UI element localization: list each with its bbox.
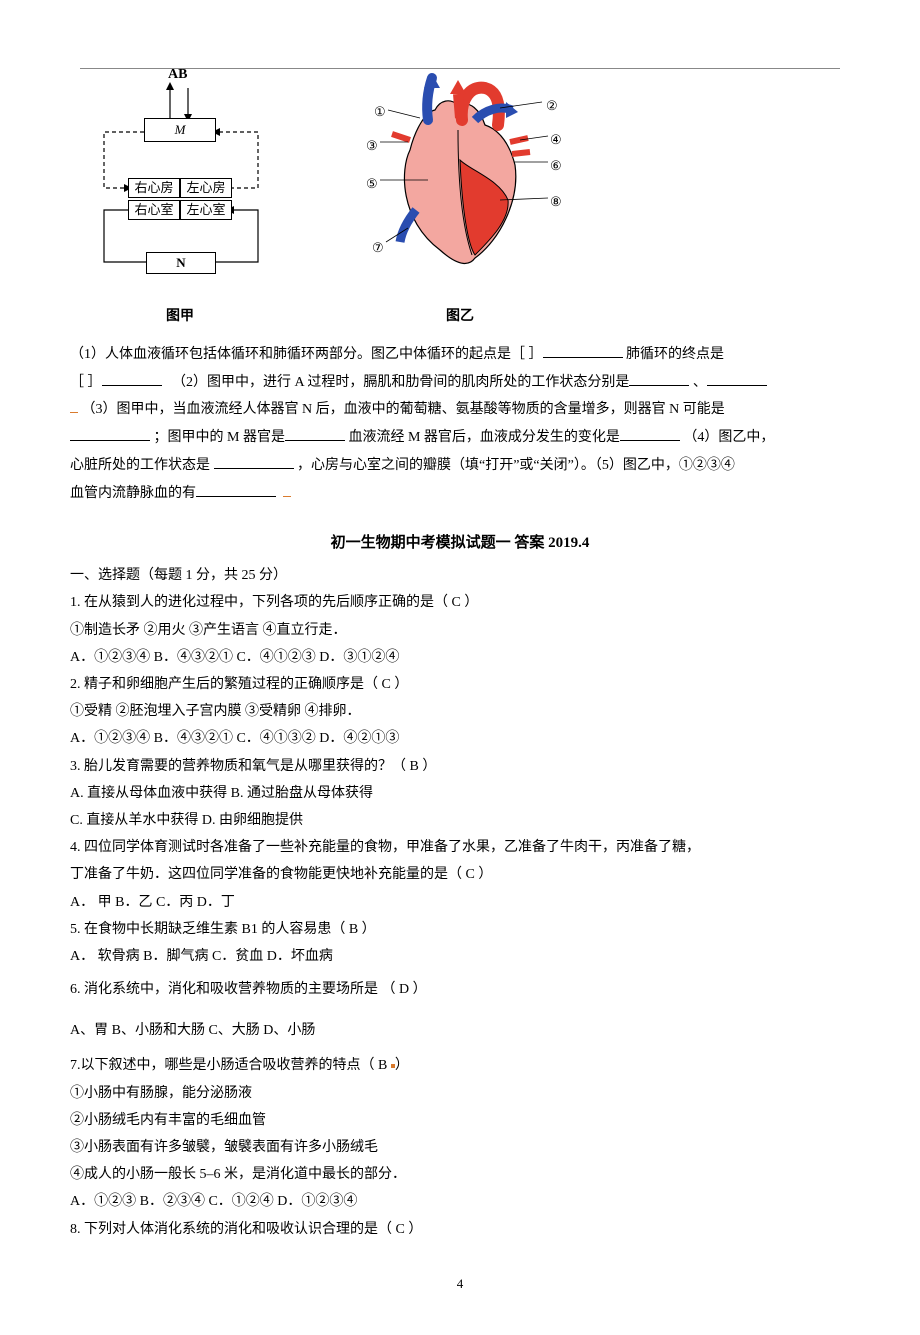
q1-l4b: 血液流经 M 器官后，血液成分发生的变化是 [348, 430, 619, 445]
box-la: 左心房 [180, 178, 232, 198]
diagram-b: ① ③ ⑤ ⑦ ② ④ ⑥ ⑧ [350, 70, 570, 300]
q4-stem2: 丁准备了牛奶．这四位同学准备的食物能更快地补充能量的是（ C ） [70, 862, 850, 887]
accent-mark [283, 496, 291, 497]
q1-line6: 血管内流静脉血的有 [70, 480, 850, 506]
q1-l6a: 血管内流静脉血的有 [70, 486, 196, 501]
q8-stem: 8. 下列对人体消化系统的消化和吸收认识合理的是（ C ） [70, 1217, 850, 1242]
q1-l4c: （4）图乙中， [683, 430, 774, 445]
q1-stem: 1. 在从猿到人的进化过程中，下列各项的先后顺序正确的是（ C ） [70, 590, 850, 615]
q1-sub: ①制造长矛 ②用火 ③产生语言 ④直立行走． [70, 618, 850, 643]
blank [629, 369, 689, 386]
heart-label-3: ③ [366, 134, 378, 157]
q2-opts: A．①②③④ B．④③②① C．④①③② D．④②①③ [70, 726, 850, 751]
diagram-a: AB M 右心房 左心房 右心室 左心室 N [70, 60, 290, 300]
q5-opts: A． 软骨病 B．脚气病 C．贫血 D．坏血病 [70, 944, 850, 969]
box-lv: 左心室 [180, 200, 232, 220]
q1-l5b: ，心房与心室之间的瓣膜（填“打开”或“关闭”）。（5）图乙中，①②③④ [297, 458, 735, 473]
blank [620, 424, 680, 441]
blank [196, 480, 276, 497]
q7-stem: 7.以下叙述中，哪些是小肠适合吸收营养的特点（ B ） [70, 1053, 850, 1078]
q1-line2: ［ ］ （2）图甲中，进行 A 过程时，膈肌和肋骨间的肌肉所处的工作状态分别是 … [70, 369, 850, 395]
q7-stem-tail: ） [395, 1058, 409, 1073]
q1-l2b: （2）图甲中，进行 A 过程时，膈肌和肋骨间的肌肉所处的工作状态分别是 [172, 375, 629, 390]
q7-sub1: ①小肠中有肠腺，能分泌肠液 [70, 1081, 850, 1106]
answer-title: 初一生物期中考模拟试题一 答案 2019.4 [70, 530, 850, 557]
q1-l1b: 肺循环的终点是 [626, 347, 724, 362]
q1-l3a: （3）图甲中，当血液流经人体器官 N 后，血液中的葡萄糖、氨基酸等物质的含量增多… [82, 402, 725, 417]
label-ab: AB [168, 62, 187, 87]
q2-sub: ①受精 ②胚泡埋入子宫内膜 ③受精卵 ④排卵． [70, 699, 850, 724]
heart-label-1: ① [374, 100, 386, 123]
q1-opts: A．①②③④ B．④③②① C．④①②③ D．③①②④ [70, 645, 850, 670]
q7-sub2: ②小肠绒毛内有丰富的毛细血管 [70, 1108, 850, 1133]
q4-opts: A． 甲 B．乙 C．丙 D．丁 [70, 890, 850, 915]
heart-label-7: ⑦ [372, 236, 384, 259]
q1-l5a: 心脏所处的工作状态是 [70, 458, 214, 473]
q1-line1: （1）人体血液循环包括体循环和肺循环两部分。图乙中体循环的起点是［ ］ 肺循环的… [70, 341, 850, 367]
q1-l2a: ［ ］ [70, 375, 102, 390]
accent-mark [70, 412, 78, 413]
box-rv: 右心室 [128, 200, 180, 220]
q1-line3: （3）图甲中，当血液流经人体器官 N 后，血液中的葡萄糖、氨基酸等物质的含量增多… [70, 397, 850, 422]
page-number: 4 [70, 1272, 850, 1295]
q7-sub4: ④成人的小肠一般长 5–6 米，是消化道中最长的部分． [70, 1162, 850, 1187]
q1-line5: 心脏所处的工作状态是 ，心房与心室之间的瓣膜（填“打开”或“关闭”）。（5）图乙… [70, 452, 850, 478]
blank [543, 341, 623, 358]
q7-opts: A．①②③ B．②③④ C．①②④ D．①②③④ [70, 1189, 850, 1214]
caption-a: 图甲 [70, 304, 290, 329]
heart-label-5: ⑤ [366, 172, 378, 195]
q7-sub3: ③小肠表面有许多皱襞，皱襞表面有许多小肠绒毛 [70, 1135, 850, 1160]
q3-opts2: C. 直接从羊水中获得 D. 由卵细胞提供 [70, 808, 850, 833]
box-ra: 右心房 [128, 178, 180, 198]
blank [285, 424, 345, 441]
heart-label-8: ⑧ [550, 190, 562, 213]
blank [214, 452, 294, 469]
q1-l1a: （1）人体血液循环包括体循环和肺循环两部分。图乙中体循环的起点是［ ］ [70, 347, 543, 362]
spacer [70, 1004, 850, 1018]
caption-b: 图乙 [350, 304, 570, 329]
heart-label-4: ④ [550, 128, 562, 151]
q2-stem: 2. 精子和卵细胞产生后的繁殖过程的正确顺序是（ C ） [70, 672, 850, 697]
q3-opts1: A. 直接从母体血液中获得 B. 通过胎盘从母体获得 [70, 781, 850, 806]
figures-row: AB M 右心房 左心房 右心室 左心室 N 图甲 [70, 60, 850, 329]
box-m: M [144, 118, 216, 142]
q3-stem: 3. 胎儿发育需要的营养物质和氧气是从哪里获得的？（ B ） [70, 754, 850, 779]
q6-opts: A、胃 B、小肠和大肠 C、大肠 D、小肠 [70, 1018, 850, 1043]
blank [102, 369, 162, 386]
q4-stem: 4. 四位同学体育测试时各准备了一些补充能量的食物，甲准备了水果，乙准备了牛肉干… [70, 835, 850, 860]
blank [707, 369, 767, 386]
heart-label-6: ⑥ [550, 154, 562, 177]
q1-l2c: 、 [693, 375, 707, 390]
q5-stem: 5. 在食物中长期缺乏维生素 B1 的人容易患（ B ） [70, 917, 850, 942]
figure-a: AB M 右心房 左心房 右心室 左心室 N 图甲 [70, 60, 290, 329]
q1-l4a: ；图甲中的 M 器官是 [154, 430, 285, 445]
figure-b: ① ③ ⑤ ⑦ ② ④ ⑥ ⑧ 图乙 [350, 70, 570, 329]
q6-stem: 6. 消化系统中，消化和吸收营养物质的主要场所是 （ D ） [70, 977, 850, 1002]
box-n: N [146, 252, 216, 274]
blank [70, 424, 150, 441]
heart-label-2: ② [546, 94, 558, 117]
q1-line4: ；图甲中的 M 器官是 血液流经 M 器官后，血液成分发生的变化是 （4）图乙中… [70, 424, 850, 450]
q7-stem-text: 7.以下叙述中，哪些是小肠适合吸收营养的特点（ B [70, 1058, 391, 1073]
section-header: 一、选择题（每题 1 分，共 25 分） [70, 563, 850, 588]
